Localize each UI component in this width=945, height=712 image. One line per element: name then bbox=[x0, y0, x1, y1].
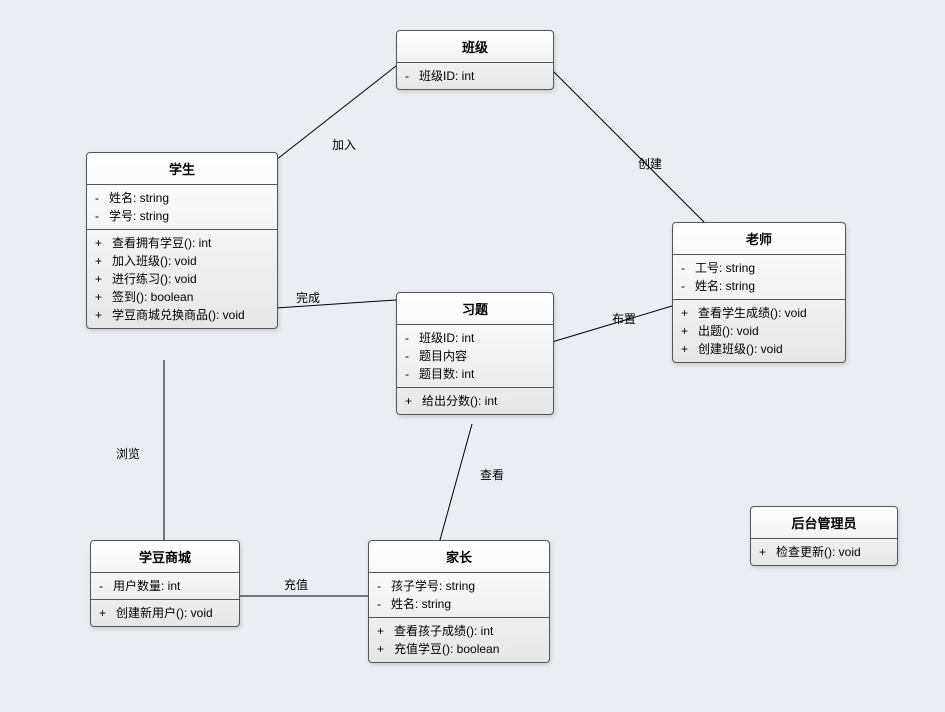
method-row: + 进行练习(): void bbox=[95, 270, 269, 288]
method-row: + 加入班级(): void bbox=[95, 252, 269, 270]
class-attributes: - 班级ID: int bbox=[397, 62, 553, 89]
class-title: 班级 bbox=[397, 31, 553, 62]
class-methods: + 给出分数(): int bbox=[397, 387, 553, 414]
class-parent: 家长- 孩子学号: string- 姓名: string+ 查看孩子成绩(): … bbox=[368, 540, 550, 663]
edge-label-assign: 布置 bbox=[612, 310, 636, 327]
edge-finish bbox=[276, 300, 396, 308]
diagram-canvas: 学生- 姓名: string- 学号: string+ 查看拥有学豆(): in… bbox=[0, 0, 945, 712]
attribute-row: - 题目数: int bbox=[405, 365, 545, 383]
edge-label-create: 创建 bbox=[638, 155, 662, 172]
edge-view bbox=[440, 424, 472, 540]
method-row: + 检查更新(): void bbox=[759, 543, 889, 561]
class-attributes: - 孩子学号: string- 姓名: string bbox=[369, 572, 549, 617]
edge-label-finish: 完成 bbox=[296, 289, 320, 306]
method-row: + 查看学生成绩(): void bbox=[681, 304, 837, 322]
attribute-row: - 班级ID: int bbox=[405, 67, 545, 85]
attribute-row: - 孩子学号: string bbox=[377, 577, 541, 595]
class-title: 习题 bbox=[397, 293, 553, 324]
class-attributes: - 姓名: string- 学号: string bbox=[87, 184, 277, 229]
class-student: 学生- 姓名: string- 学号: string+ 查看拥有学豆(): in… bbox=[86, 152, 278, 329]
class-mall: 学豆商城 - 用户数量: int + 创建新用户(): void bbox=[90, 540, 240, 627]
method-row: + 查看孩子成绩(): int bbox=[377, 622, 541, 640]
method-row: + 给出分数(): int bbox=[405, 392, 545, 410]
class-attributes: - 用户数量: int bbox=[91, 572, 239, 599]
attribute-row: - 班级ID: int bbox=[405, 329, 545, 347]
attribute-row: - 姓名: string bbox=[95, 189, 269, 207]
class-teacher: 老师- 工号: string- 姓名: string+ 查看学生成绩(): vo… bbox=[672, 222, 846, 363]
class-methods: + 创建新用户(): void bbox=[91, 599, 239, 626]
method-row: + 创建班级(): void bbox=[681, 340, 837, 358]
class-title: 学豆商城 bbox=[91, 541, 239, 572]
edge-label-topup: 充值 bbox=[284, 576, 308, 593]
attribute-row: - 用户数量: int bbox=[99, 577, 231, 595]
attribute-row: - 题目内容 bbox=[405, 347, 545, 365]
attribute-row: - 姓名: string bbox=[681, 277, 837, 295]
class-title: 老师 bbox=[673, 223, 845, 254]
class-methods: + 查看学生成绩(): void+ 出题(): void+ 创建班级(): vo… bbox=[673, 299, 845, 362]
class-exercise: 习题- 班级ID: int- 题目内容- 题目数: int+ 给出分数(): i… bbox=[396, 292, 554, 415]
class-attributes: - 班级ID: int- 题目内容- 题目数: int bbox=[397, 324, 553, 387]
class-admin: 后台管理员 + 检查更新(): void bbox=[750, 506, 898, 566]
edge-label-join: 加入 bbox=[332, 136, 356, 153]
edge-label-view: 查看 bbox=[480, 466, 504, 483]
method-row: + 出题(): void bbox=[681, 322, 837, 340]
attribute-row: - 姓名: string bbox=[377, 595, 541, 613]
class-methods: + 查看拥有学豆(): int+ 加入班级(): void+ 进行练习(): v… bbox=[87, 229, 277, 328]
class-title: 后台管理员 bbox=[751, 507, 897, 538]
class-class_entity: 班级 - 班级ID: int bbox=[396, 30, 554, 90]
edge-create bbox=[552, 70, 704, 222]
class-methods: + 查看孩子成绩(): int+ 充值学豆(): boolean bbox=[369, 617, 549, 662]
method-row: + 查看拥有学豆(): int bbox=[95, 234, 269, 252]
attribute-row: - 工号: string bbox=[681, 259, 837, 277]
method-row: + 学豆商城兑换商品(): void bbox=[95, 306, 269, 324]
method-row: + 创建新用户(): void bbox=[99, 604, 231, 622]
class-methods: + 检查更新(): void bbox=[751, 538, 897, 565]
class-title: 学生 bbox=[87, 153, 277, 184]
method-row: + 签到(): boolean bbox=[95, 288, 269, 306]
attribute-row: - 学号: string bbox=[95, 207, 269, 225]
edge-label-browse: 浏览 bbox=[116, 445, 140, 462]
class-title: 家长 bbox=[369, 541, 549, 572]
method-row: + 充值学豆(): boolean bbox=[377, 640, 541, 658]
class-attributes: - 工号: string- 姓名: string bbox=[673, 254, 845, 299]
